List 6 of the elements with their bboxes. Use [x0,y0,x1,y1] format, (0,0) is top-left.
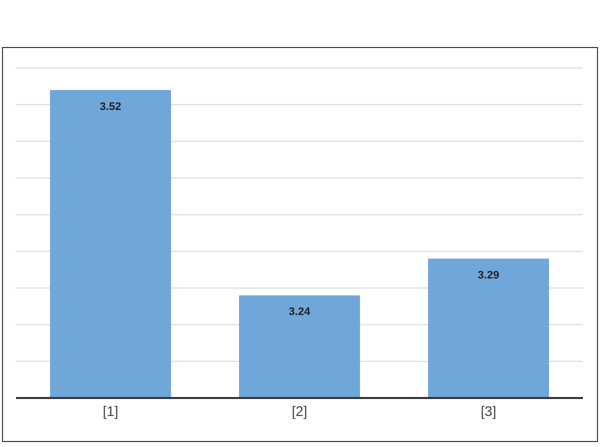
data-label: 3.24 [288,306,312,318]
data-label: 3.52 [100,100,122,113]
x-tick-label: [2] [292,402,308,419]
x-tick-label: [3] [480,402,496,419]
data-label: 3.29 [478,269,500,282]
x-tick-label: [1] [102,402,118,419]
